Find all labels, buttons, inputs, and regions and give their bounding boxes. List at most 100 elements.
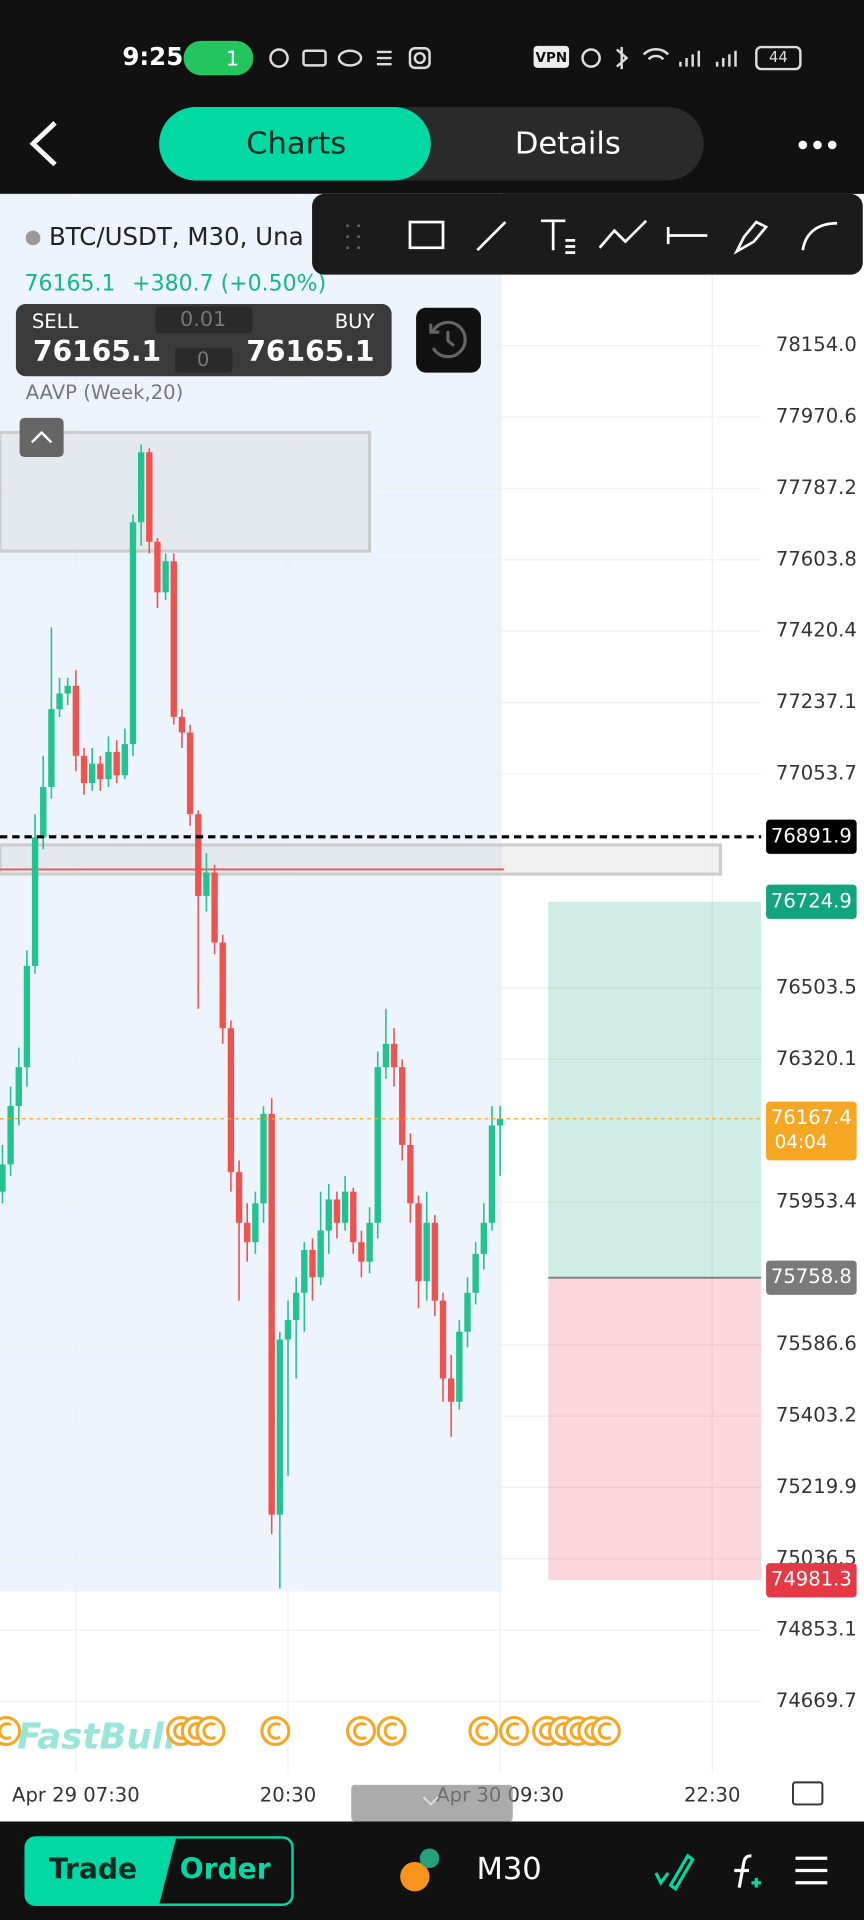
take-profit-tag-bg [766,884,857,919]
y-tick-label: 77970.6 [776,405,857,428]
session-shade [0,193,502,1592]
candle-body [415,1203,422,1282]
event-marker-glyph [202,1722,217,1740]
back-button[interactable] [29,121,57,167]
volume-value[interactable]: 0.01 [180,307,226,331]
take-profit-tag: 76724.9 [771,889,852,912]
profit-zone [548,901,762,1278]
symbol-change: +380.7 (+0.50%) [132,271,326,296]
y-tick-label: 77237.1 [776,690,857,713]
candle-body [431,1222,439,1301]
candle-body [268,1113,275,1515]
order-button[interactable]: Order [180,1853,271,1886]
countdown: 04:04 [775,1132,828,1153]
candle-body [40,786,47,838]
candle-body [423,1222,430,1282]
event-marker-glyph [0,1722,12,1740]
candle-body [456,1331,463,1402]
vpn-box [533,45,570,68]
trade-active[interactable] [25,1837,177,1905]
buy-label[interactable]: BUY [335,310,375,333]
scale-toggle[interactable] [792,1781,824,1806]
y-tick-label: 77603.8 [776,547,857,570]
candle-body [235,1172,243,1223]
toolbar-icons[interactable] [346,219,838,255]
event-marker [499,1716,529,1746]
loss-zone [548,1277,762,1581]
candle-body [162,561,169,593]
candle-body [178,716,186,733]
event-marker [468,1716,499,1746]
candle-body [480,1222,487,1254]
timeframe[interactable]: M30 [476,1852,541,1887]
candle-body [488,1125,496,1223]
bottom-icons[interactable] [654,1853,828,1892]
candle-body [333,1199,341,1223]
x-tick-label: 22:30 [684,1783,740,1806]
trade-panel [15,304,392,377]
candle-body [439,1300,447,1379]
event-marker-glyph [506,1722,520,1740]
stop-loss-tag: 74981.3 [771,1568,852,1591]
candle-body [56,693,63,710]
stop-loss-tag-bg [766,1563,857,1598]
y-tick-label: 77420.4 [776,619,857,642]
x-tick-label: Apr 29 07:30 [12,1783,140,1806]
candle-body [219,942,226,1029]
candle-body [154,541,161,593]
candle-body [244,1222,251,1243]
event-marker-glyph [353,1722,367,1740]
candle-body [292,1292,300,1321]
event-marker-glyph [539,1722,553,1740]
collapse-button[interactable] [19,417,64,458]
event-marker [346,1716,377,1746]
trade-button[interactable]: Trade [49,1853,137,1886]
sell-label[interactable]: SELL [32,310,79,333]
status-badge [183,40,254,76]
event-marker-glyph [569,1722,584,1740]
candle-body [186,732,194,815]
y-tick-label: 76320.1 [776,1047,857,1070]
candle-body [464,1292,471,1332]
tab-active[interactable] [159,107,431,181]
candle-body [203,872,210,896]
candle-body [121,744,129,776]
candle-body [170,561,177,717]
entry-tag-bg [766,1260,857,1295]
y-tick-label: 75586.6 [776,1332,857,1355]
event-marker [376,1716,407,1746]
candle-body [366,1222,373,1262]
last-price-tag-bg [766,1101,857,1161]
more-button[interactable] [798,140,837,150]
symbol-name: BTC/USDT, M30, Una [49,222,304,251]
y-tick-label: 77787.2 [776,476,857,499]
event-marker [260,1716,291,1746]
collapse-icon [30,430,53,444]
refresh-icon [429,320,467,359]
last-price-tag: 76167.4 [771,1106,852,1129]
candle-body [113,751,120,776]
candle-body [390,1043,398,1068]
event-marker [195,1716,226,1746]
candle-body [105,751,112,780]
y-tick-label: 77053.7 [776,761,857,784]
battery-level: 44 [769,49,788,66]
event-marker-glyph [475,1722,490,1740]
event-marker [0,1716,22,1746]
symbol-price: 76165.1 [24,271,115,296]
candle-body [146,452,153,542]
drawing-toolbar [312,193,863,275]
status-badge-count: 1 [226,46,239,70]
sell-price[interactable]: 76165.1 [33,335,161,368]
candle-body [341,1191,349,1223]
candle-body [301,1250,308,1293]
candle-body [317,1230,324,1278]
status-icons [269,47,431,70]
tab-details[interactable]: Details [515,126,621,161]
event-marker-glyph [383,1722,398,1740]
volume-box[interactable] [155,306,253,334]
y-tick-label: 74669.7 [776,1689,857,1712]
tab-charts[interactable]: Charts [246,126,346,161]
buy-price[interactable]: 76165.1 [246,335,374,368]
